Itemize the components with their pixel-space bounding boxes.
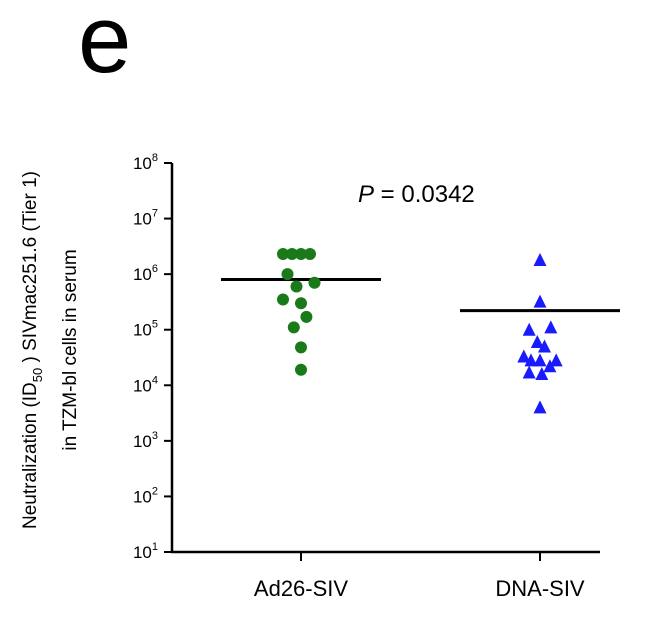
data-point-circle bbox=[295, 297, 307, 310]
x-category-label: Ad26-SIV bbox=[254, 576, 348, 601]
data-point-circle bbox=[290, 280, 303, 293]
p-value: = 0.0342 bbox=[374, 181, 475, 208]
y-tick-label: 104 bbox=[133, 374, 158, 395]
data-point-triangle bbox=[524, 353, 538, 367]
data-point-circle bbox=[277, 248, 289, 261]
y-tick-base: 10 bbox=[133, 487, 152, 506]
y-tick-base: 10 bbox=[133, 154, 152, 173]
y-axis-label-part-1: Neutralization (ID bbox=[20, 382, 41, 529]
y-tick-exponent: 8 bbox=[152, 152, 158, 164]
data-point-triangle bbox=[538, 339, 551, 353]
data-point-triangle bbox=[530, 335, 544, 349]
y-axis-label-line2: in TZM-bl cells in serum bbox=[60, 249, 81, 450]
data-point-circle bbox=[287, 321, 300, 334]
y-tick-label: 106 bbox=[133, 263, 158, 284]
y-tick-label: 101 bbox=[133, 541, 158, 562]
y-tick-base: 10 bbox=[133, 265, 152, 284]
data-point-circle bbox=[286, 248, 298, 261]
data-points bbox=[277, 248, 563, 414]
y-tick-exponent: 5 bbox=[152, 319, 158, 331]
y-tick-exponent: 3 bbox=[152, 430, 158, 442]
y-tick-exponent: 6 bbox=[152, 263, 158, 275]
data-point-triangle bbox=[543, 359, 557, 373]
y-axis-label: Neutralization (ID50 ) SIVmac251.6 (Tier… bbox=[20, 171, 81, 529]
y-tick-base: 10 bbox=[133, 543, 152, 562]
data-point-triangle bbox=[522, 365, 536, 379]
data-point-triangle bbox=[549, 353, 563, 367]
y-axis-label-line1: Neutralization (ID50 ) SIVmac251.6 (Tier… bbox=[20, 171, 45, 529]
p-symbol: P bbox=[358, 181, 374, 208]
data-point-triangle bbox=[522, 322, 536, 336]
x-category-label: DNA-SIV bbox=[495, 576, 585, 601]
y-tick-exponent: 2 bbox=[152, 485, 158, 497]
data-point-triangle bbox=[533, 294, 547, 308]
y-axis-label-subscript: 50 bbox=[30, 368, 45, 382]
y-tick-base: 10 bbox=[133, 321, 152, 340]
y-tick-label: 103 bbox=[133, 430, 158, 451]
y-tick-label: 102 bbox=[133, 485, 158, 506]
y-tick-exponent: 4 bbox=[152, 374, 158, 386]
data-point-circle bbox=[304, 248, 316, 261]
data-point-triangle bbox=[533, 400, 547, 414]
y-tick-base: 10 bbox=[133, 432, 152, 451]
data-point-circle bbox=[295, 363, 307, 376]
data-point-triangle bbox=[533, 252, 547, 266]
data-point-circle bbox=[277, 293, 289, 306]
y-axis-label-part-2: ) SIVmac251.6 (Tier 1) bbox=[20, 171, 41, 368]
p-value-annotation: P = 0.0342 bbox=[358, 181, 475, 208]
data-point-circle bbox=[308, 276, 321, 289]
y-tick-label: 108 bbox=[133, 152, 158, 173]
data-point-circle bbox=[295, 341, 307, 354]
y-tick-exponent: 1 bbox=[152, 541, 158, 553]
y-tick-base: 10 bbox=[133, 210, 152, 229]
data-point-triangle bbox=[535, 366, 549, 380]
data-point-circle bbox=[300, 310, 313, 323]
y-tick-label: 105 bbox=[133, 319, 158, 340]
axes bbox=[170, 163, 600, 554]
y-tick-base: 10 bbox=[133, 376, 152, 395]
data-point-circle bbox=[281, 268, 294, 281]
data-point-circle bbox=[295, 248, 307, 261]
y-tick-exponent: 7 bbox=[152, 208, 158, 220]
mean-lines bbox=[221, 278, 620, 313]
data-point-triangle bbox=[517, 349, 531, 363]
x-ticks: Ad26-SIV DNA-SIV bbox=[254, 552, 585, 601]
data-point-triangle bbox=[544, 320, 558, 334]
panel-letter: e bbox=[78, 0, 132, 93]
y-tick-label: 107 bbox=[133, 208, 158, 229]
data-point-triangle bbox=[533, 353, 547, 367]
